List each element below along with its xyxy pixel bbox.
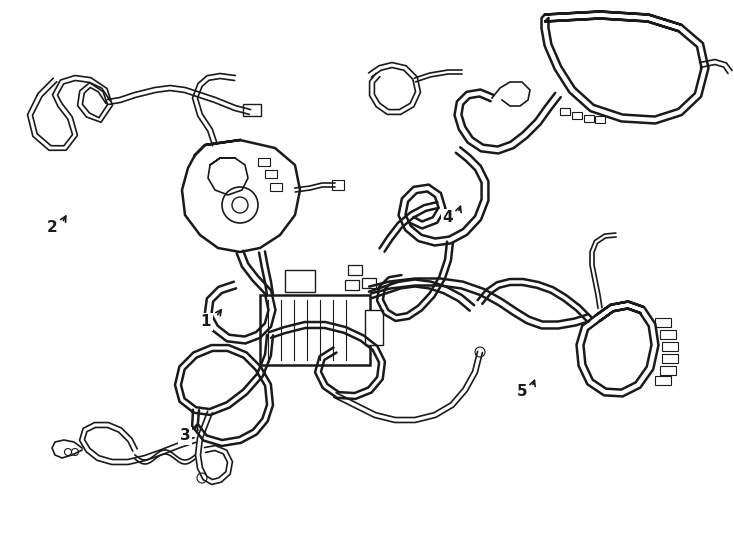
Text: 5: 5 [517,384,527,400]
Bar [572,112,582,119]
Circle shape [222,187,258,223]
Bar [660,366,676,375]
Text: 2: 2 [47,220,57,235]
Circle shape [65,449,71,456]
Bar [362,278,376,288]
FancyBboxPatch shape [332,180,344,190]
Bar [595,116,605,123]
Bar [584,115,594,122]
Bar [560,108,570,115]
Text: 4: 4 [443,211,454,226]
Bar [348,265,362,275]
Bar [265,170,277,178]
Circle shape [71,449,79,456]
Bar [285,270,315,292]
Text: 3: 3 [180,429,190,443]
Circle shape [475,347,485,357]
Bar [655,318,671,327]
Bar [258,158,270,166]
Bar [260,295,370,365]
FancyBboxPatch shape [243,104,261,116]
Circle shape [197,473,207,483]
Bar [365,310,383,345]
Bar [345,280,359,290]
Circle shape [232,197,248,213]
Bar [662,354,678,363]
Bar [662,342,678,351]
Bar [660,330,676,339]
Bar [270,183,282,191]
Text: 1: 1 [201,314,211,329]
Bar [655,376,671,385]
